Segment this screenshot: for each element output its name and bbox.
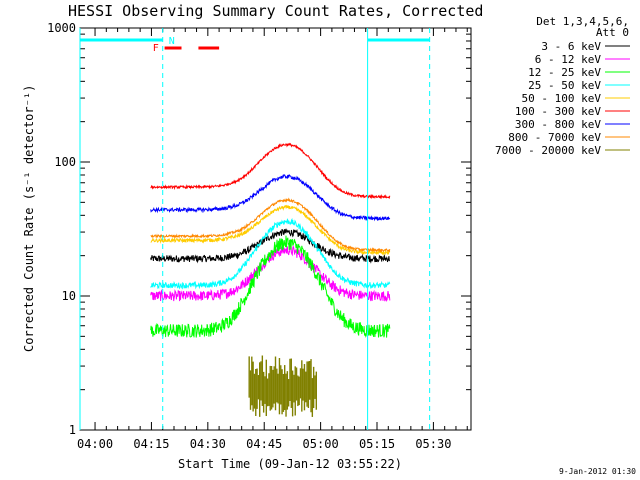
x-tick-label: 05:30	[415, 437, 451, 451]
footer-timestamp: 9-Jan-2012 01:30	[559, 467, 636, 476]
legend-entry-label: 7000 - 20000 keV	[495, 144, 601, 157]
legend-header-line-2: Att 0	[596, 26, 629, 39]
flare-label: F	[153, 43, 159, 54]
legend-entry-label: 300 - 800 keV	[515, 118, 601, 131]
series-line	[150, 197, 391, 254]
axis-ticks: 04:00 04:15 04:30 04:45 05:00 05:15 05:30 1 10 10…	[47, 21, 471, 451]
legend-entry-label: 100 - 300 keV	[515, 105, 601, 118]
night-label: N	[169, 36, 175, 47]
y-axis-label: Corrected Count Rate (s⁻¹ detector⁻¹)	[22, 85, 36, 352]
marker-layer: NF	[79, 28, 431, 430]
y-tick-label: 100	[54, 155, 76, 169]
x-tick-label: 04:45	[246, 437, 282, 451]
series-line	[150, 235, 391, 338]
legend-entry-label: 6 - 12 keV	[535, 53, 602, 66]
legend-entry-label: 25 - 50 keV	[528, 79, 601, 92]
series-line	[150, 142, 391, 200]
x-axis-label: Start Time (09-Jan-12 03:55:22)	[178, 457, 402, 471]
legend-entry-label: 3 - 6 keV	[541, 40, 601, 53]
y-tick-label: 1	[69, 423, 76, 437]
legend-entry-label: 12 - 25 keV	[528, 66, 601, 79]
series-line	[150, 244, 391, 302]
series-layer	[150, 142, 391, 417]
series-line	[150, 228, 391, 264]
series-line	[150, 204, 391, 257]
x-tick-label: 04:00	[77, 437, 113, 451]
legend-entry-label: 50 - 100 keV	[522, 92, 602, 105]
chart-title: HESSI Observing Summary Count Rates, Cor…	[68, 2, 483, 20]
series-line	[150, 217, 391, 290]
y-tick-label: 1000	[47, 21, 76, 35]
series-line	[150, 173, 391, 222]
x-tick-label: 04:30	[190, 437, 226, 451]
x-tick-label: 05:15	[359, 437, 395, 451]
x-tick-label: 05:00	[303, 437, 339, 451]
legend-header-line-1: Det 1,3,4,5,6,	[536, 15, 629, 28]
legend-entry-label: 800 - 7000 keV	[508, 131, 601, 144]
y-tick-label: 10	[62, 289, 76, 303]
x-tick-label: 04:15	[133, 437, 169, 451]
